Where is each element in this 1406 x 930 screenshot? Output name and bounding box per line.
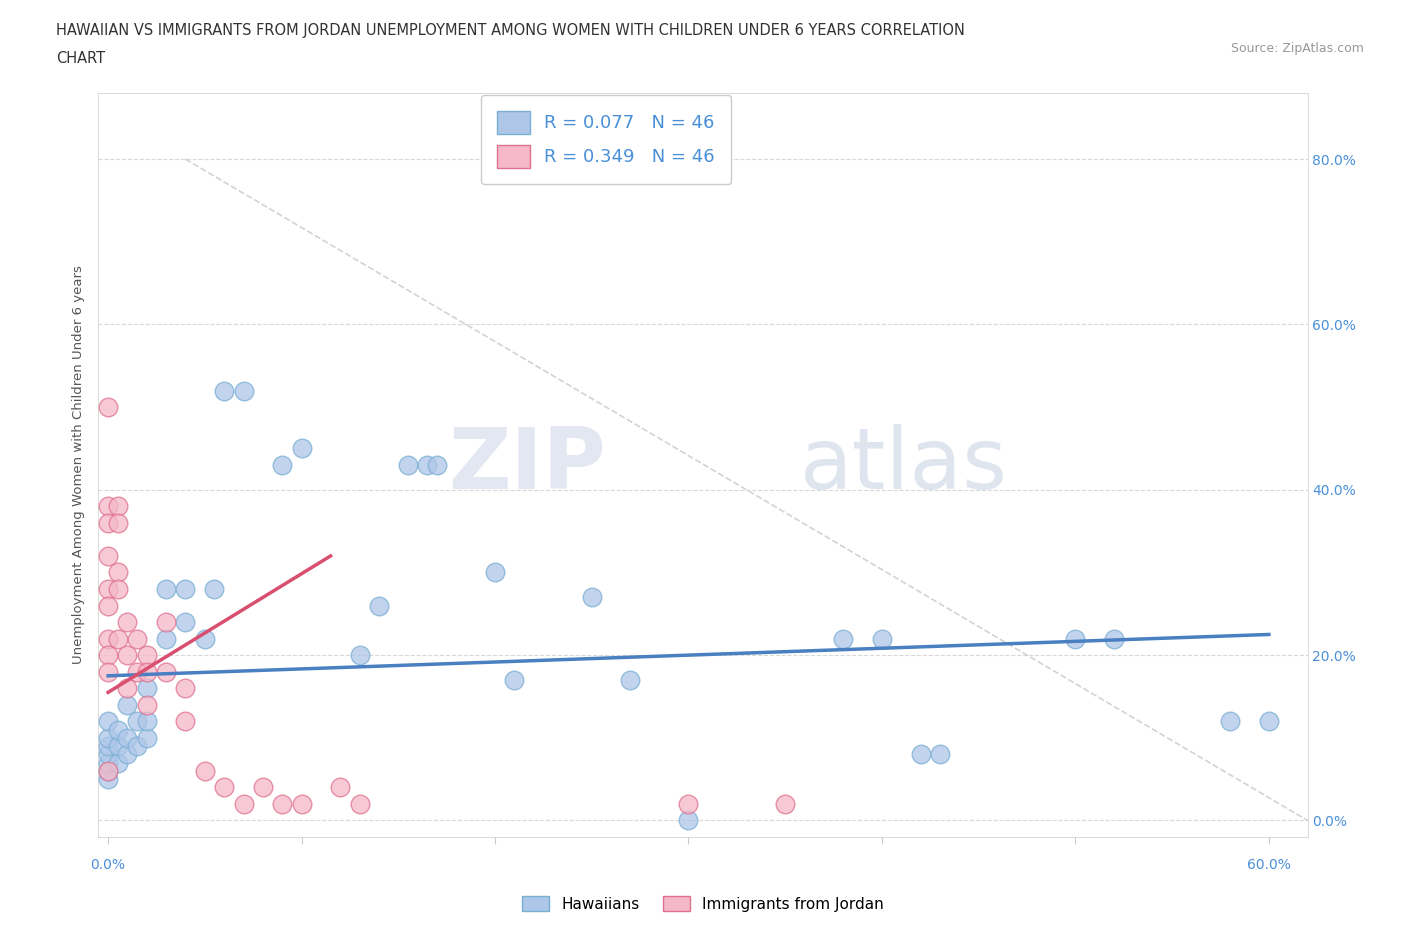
Point bbox=[97, 747, 120, 762]
Point bbox=[155, 664, 177, 679]
Point bbox=[97, 738, 120, 753]
Point bbox=[155, 631, 177, 646]
Point bbox=[107, 738, 129, 753]
Point bbox=[426, 458, 449, 472]
Point bbox=[174, 615, 197, 630]
Text: HAWAIIAN VS IMMIGRANTS FROM JORDAN UNEMPLOYMENT AMONG WOMEN WITH CHILDREN UNDER : HAWAIIAN VS IMMIGRANTS FROM JORDAN UNEMP… bbox=[56, 23, 965, 38]
Point bbox=[396, 458, 419, 472]
Point bbox=[349, 647, 371, 662]
Point bbox=[271, 458, 294, 472]
Point bbox=[416, 458, 439, 472]
Point bbox=[910, 747, 932, 762]
Point bbox=[832, 631, 855, 646]
Legend: Hawaiians, Immigrants from Jordan: Hawaiians, Immigrants from Jordan bbox=[516, 889, 890, 918]
Point bbox=[107, 722, 129, 737]
Point bbox=[581, 590, 603, 604]
Point bbox=[97, 515, 120, 530]
Point bbox=[127, 714, 149, 729]
Point bbox=[212, 780, 235, 795]
Text: CHART: CHART bbox=[56, 51, 105, 66]
Point bbox=[97, 764, 120, 778]
Point bbox=[97, 714, 120, 729]
Point bbox=[194, 631, 217, 646]
Point bbox=[117, 730, 139, 745]
Point bbox=[127, 664, 149, 679]
Point bbox=[107, 498, 129, 513]
Point bbox=[271, 796, 294, 811]
Point bbox=[117, 615, 139, 630]
Point bbox=[97, 581, 120, 596]
Point bbox=[97, 772, 120, 787]
Text: 60.0%: 60.0% bbox=[1247, 857, 1291, 871]
Point bbox=[117, 647, 139, 662]
Point bbox=[678, 796, 700, 811]
Point bbox=[290, 441, 312, 456]
Text: 0.0%: 0.0% bbox=[90, 857, 125, 871]
Point bbox=[678, 813, 700, 828]
Point bbox=[870, 631, 893, 646]
Text: ZIP: ZIP bbox=[449, 423, 606, 507]
Point bbox=[97, 664, 120, 679]
Point bbox=[212, 383, 235, 398]
Point bbox=[135, 698, 157, 712]
Point bbox=[194, 764, 217, 778]
Point bbox=[232, 796, 254, 811]
Point bbox=[127, 738, 149, 753]
Point bbox=[107, 581, 129, 596]
Point bbox=[117, 698, 139, 712]
Point bbox=[155, 615, 177, 630]
Point bbox=[484, 565, 506, 580]
Text: atlas: atlas bbox=[800, 423, 1008, 507]
Point bbox=[97, 498, 120, 513]
Point bbox=[174, 581, 197, 596]
Point bbox=[619, 672, 641, 687]
Point bbox=[368, 598, 391, 613]
Point bbox=[107, 565, 129, 580]
Point bbox=[1219, 714, 1241, 729]
Point bbox=[232, 383, 254, 398]
Point bbox=[1064, 631, 1087, 646]
Point bbox=[135, 664, 157, 679]
Point bbox=[329, 780, 352, 795]
Point bbox=[97, 764, 120, 778]
Y-axis label: Unemployment Among Women with Children Under 6 years: Unemployment Among Women with Children U… bbox=[72, 266, 86, 664]
Text: Source: ZipAtlas.com: Source: ZipAtlas.com bbox=[1230, 42, 1364, 55]
Point bbox=[174, 681, 197, 696]
Point bbox=[290, 796, 312, 811]
Point bbox=[117, 747, 139, 762]
Legend: R = 0.077   N = 46, R = 0.349   N = 46: R = 0.077 N = 46, R = 0.349 N = 46 bbox=[481, 95, 731, 184]
Point bbox=[252, 780, 274, 795]
Point bbox=[97, 400, 120, 415]
Point bbox=[97, 549, 120, 564]
Point bbox=[97, 631, 120, 646]
Point bbox=[107, 515, 129, 530]
Point bbox=[135, 681, 157, 696]
Point bbox=[135, 714, 157, 729]
Point bbox=[1102, 631, 1125, 646]
Point bbox=[107, 755, 129, 770]
Point bbox=[349, 796, 371, 811]
Point bbox=[127, 631, 149, 646]
Point bbox=[204, 581, 226, 596]
Point bbox=[97, 647, 120, 662]
Point bbox=[97, 755, 120, 770]
Point bbox=[97, 730, 120, 745]
Point bbox=[117, 681, 139, 696]
Point bbox=[97, 598, 120, 613]
Point bbox=[135, 647, 157, 662]
Point bbox=[503, 672, 526, 687]
Point bbox=[107, 631, 129, 646]
Point bbox=[1257, 714, 1279, 729]
Point bbox=[929, 747, 952, 762]
Point bbox=[174, 714, 197, 729]
Point bbox=[155, 581, 177, 596]
Point bbox=[135, 730, 157, 745]
Point bbox=[773, 796, 796, 811]
